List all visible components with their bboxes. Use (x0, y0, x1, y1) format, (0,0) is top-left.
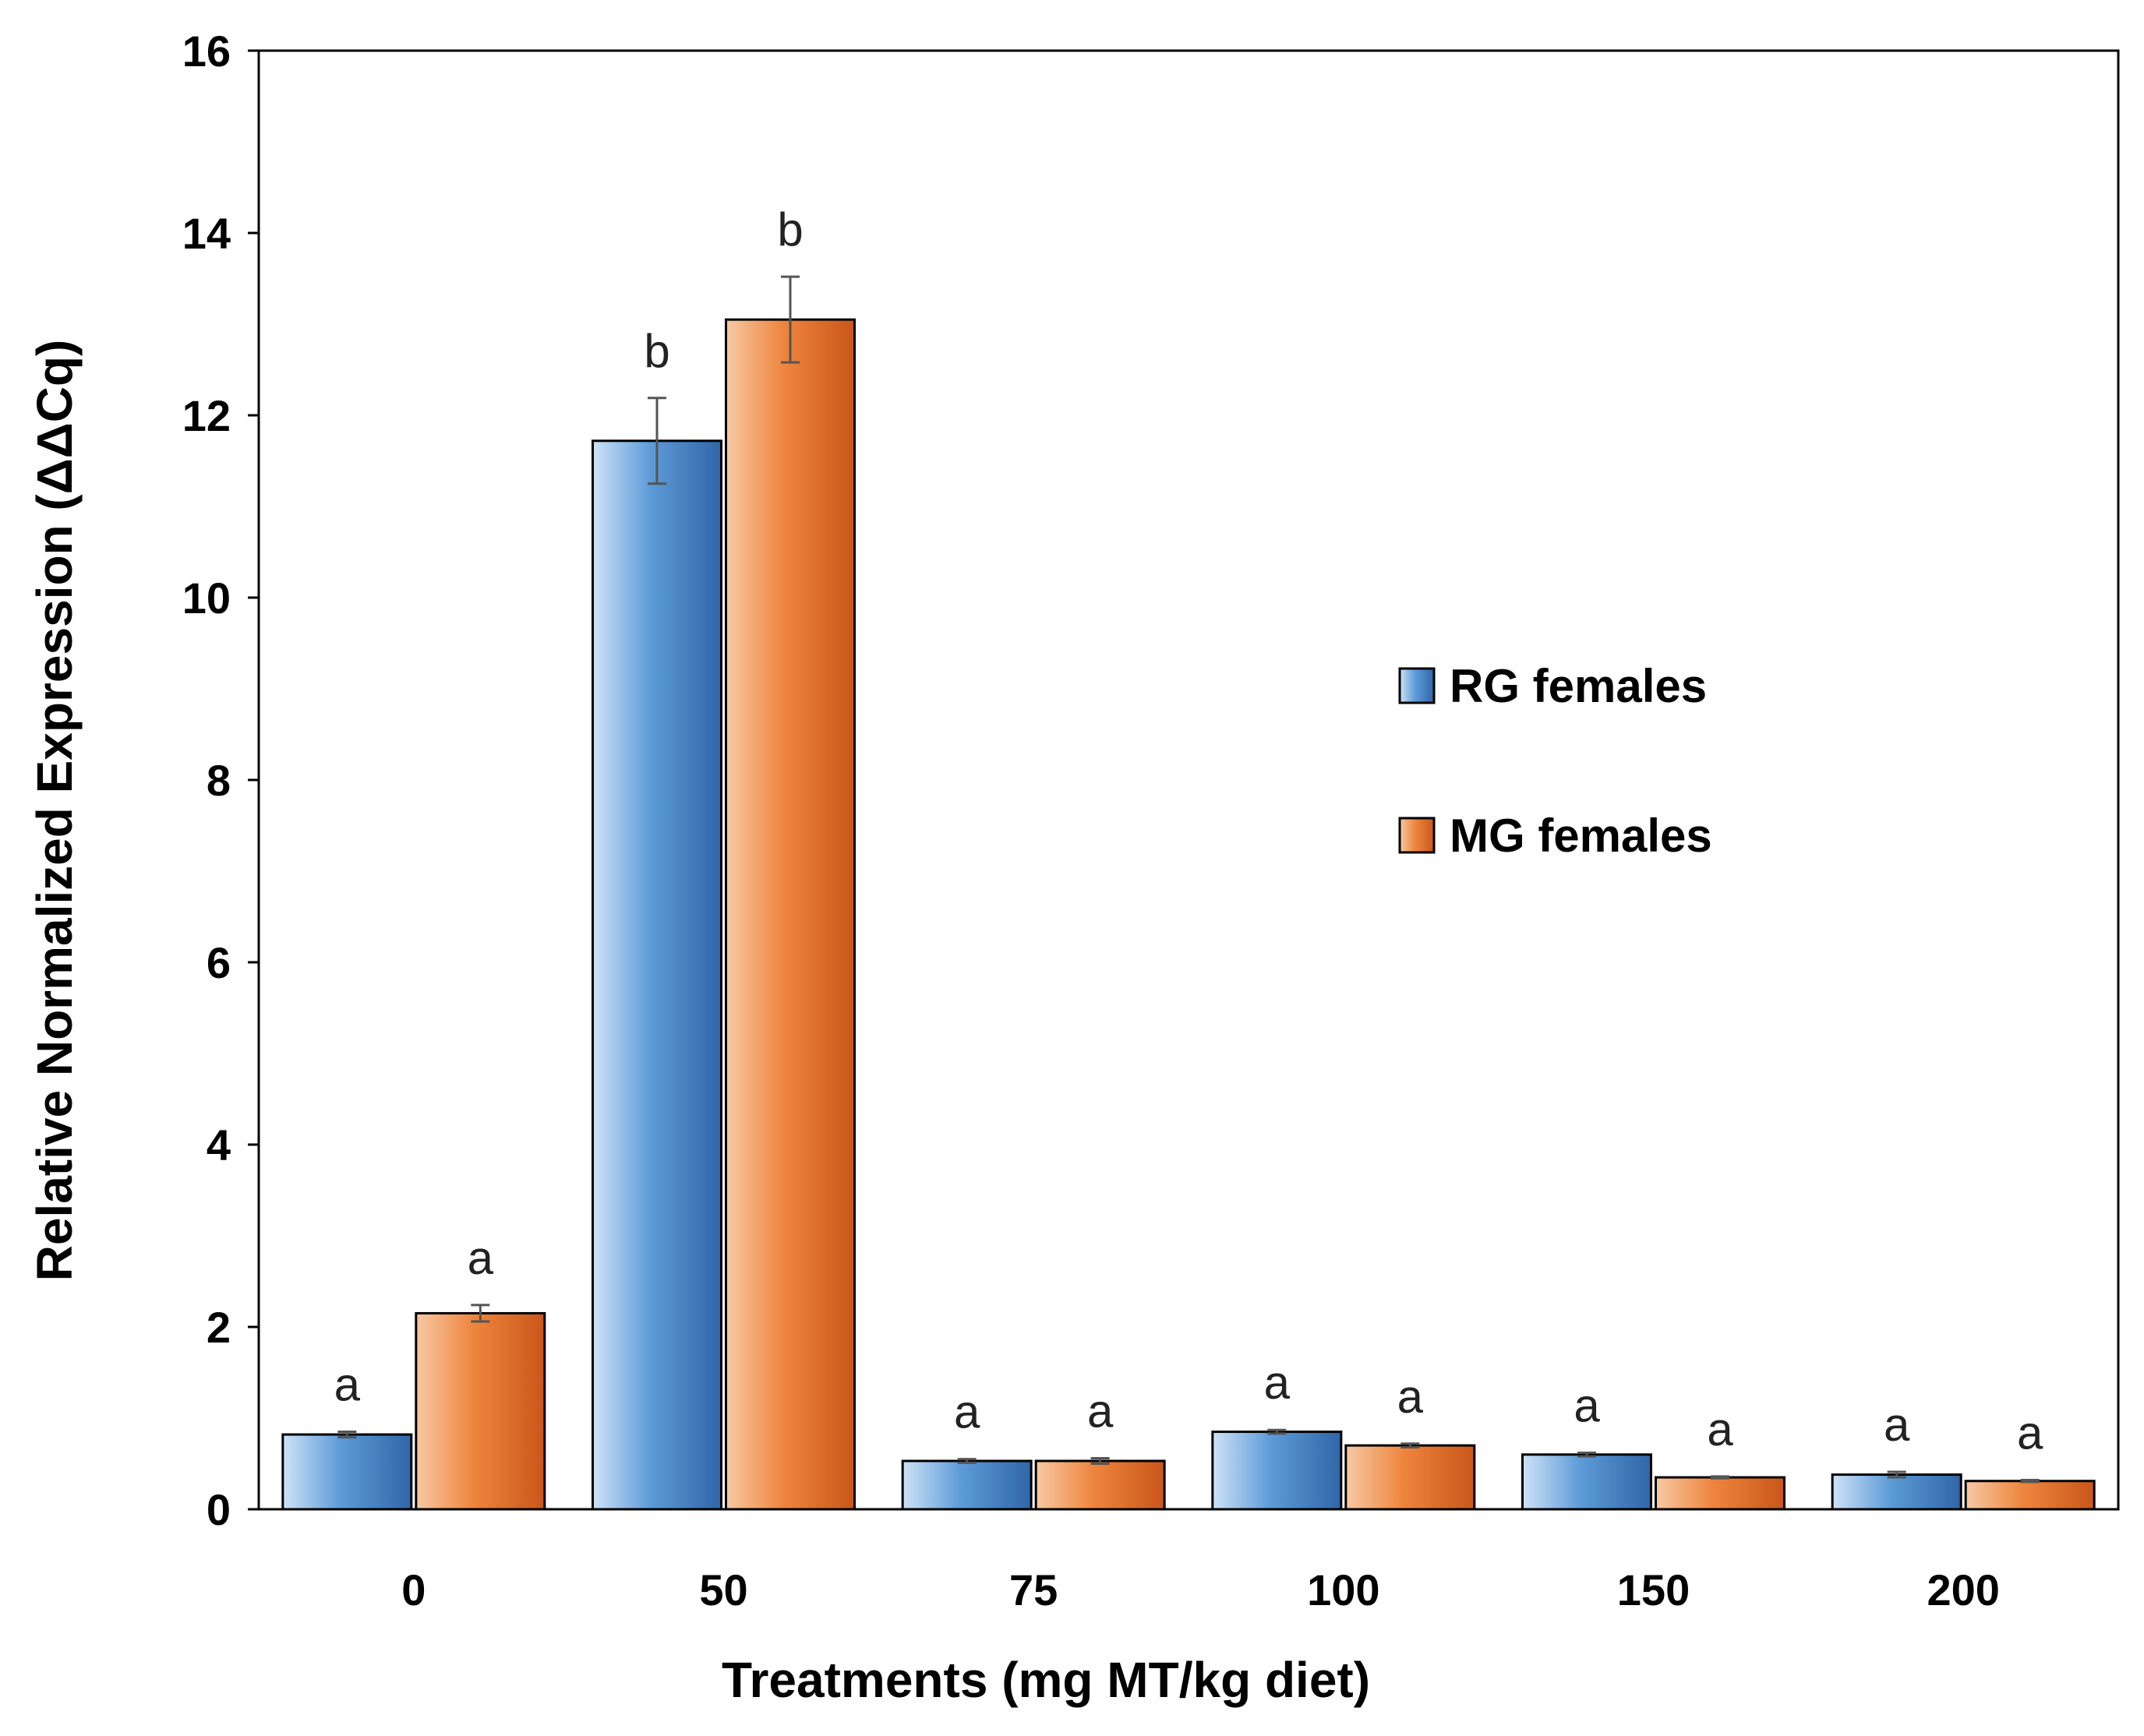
y-tick-label: 2 (207, 1303, 231, 1352)
significance-label: a (1574, 1379, 1600, 1431)
bar-rg-females (1211, 1431, 1343, 1511)
y-tick-label: 14 (182, 209, 231, 258)
legend-item: RG females (1398, 660, 1707, 712)
legend-item: MG females (1398, 810, 1712, 862)
error-bar (1267, 1428, 1287, 1435)
error-bar (957, 1458, 977, 1464)
significance-label: a (468, 1232, 494, 1284)
error-bar (1090, 1456, 1110, 1465)
significance-label: a (2017, 1407, 2043, 1459)
x-tick-label: 75 (1009, 1565, 1058, 1614)
bar-rg-females (592, 439, 722, 1511)
x-tick-label: 50 (699, 1565, 747, 1614)
y-tick-label: 12 (182, 391, 231, 440)
y-tick-label: 16 (182, 26, 231, 76)
y-tick-label: 0 (207, 1485, 231, 1534)
y-tick-label: 4 (207, 1120, 231, 1170)
significance-label: a (334, 1359, 361, 1411)
x-tick-label: 0 (401, 1565, 426, 1614)
legend-label: MG females (1450, 810, 1712, 862)
x-axis-ticks: 0 50 75 100 150 200 (401, 1565, 2000, 1614)
legend-swatch (1398, 667, 1436, 704)
bar-mg-females (1344, 1444, 1476, 1511)
bar-mg-females (415, 1311, 546, 1511)
error-bar (1887, 1470, 1906, 1479)
significance-labels: a a b b a a a a a a a a (334, 203, 2043, 1459)
bar-mg-females (725, 318, 856, 1511)
significance-label: a (1884, 1399, 1910, 1451)
legend: RG females MG females (1398, 660, 1712, 862)
bar-mg-females (1655, 1476, 1785, 1511)
significance-label: a (1397, 1371, 1424, 1423)
significance-label: b (644, 325, 669, 377)
error-bar (781, 275, 800, 364)
y-tick-label: 10 (182, 573, 231, 623)
significance-label: a (954, 1386, 980, 1438)
bars (281, 318, 2096, 1511)
error-bars (337, 275, 2040, 1484)
significance-label: a (1264, 1357, 1291, 1409)
y-tick-label: 8 (207, 756, 231, 805)
bar-mg-females (1034, 1459, 1166, 1511)
x-tick-label: 150 (1617, 1565, 1690, 1614)
x-axis-title: Treatments (mg MT/kg diet) (722, 1652, 1370, 1708)
bar-mg-females (1964, 1480, 2096, 1511)
bar-rg-females (901, 1459, 1033, 1511)
error-bar (1577, 1451, 1596, 1458)
y-tick-label: 6 (207, 938, 231, 987)
x-tick-label: 100 (1307, 1565, 1379, 1614)
error-bar (471, 1304, 490, 1323)
error-bar (1711, 1475, 1729, 1480)
y-axis-ticks: 0 2 4 6 8 10 12 14 16 (182, 26, 259, 1534)
legend-label: RG females (1450, 660, 1707, 712)
error-bar (1400, 1442, 1420, 1448)
x-tick-label: 200 (1927, 1565, 1999, 1614)
bar-rg-females (1521, 1453, 1652, 1511)
significance-label: a (1087, 1385, 1114, 1437)
error-bar (337, 1431, 357, 1439)
bar-rg-females (281, 1433, 413, 1511)
bar-rg-females (1831, 1473, 1962, 1511)
significance-label: a (1707, 1403, 1733, 1455)
plot-area (257, 49, 2120, 1511)
error-bar (648, 397, 666, 485)
error-bar (2020, 1479, 2040, 1484)
plot-frame (257, 49, 2120, 1511)
y-axis-title: Relative Normalized Expression (ΔΔCq) (26, 340, 83, 1282)
legend-swatch (1398, 817, 1436, 854)
significance-label: b (777, 203, 803, 256)
